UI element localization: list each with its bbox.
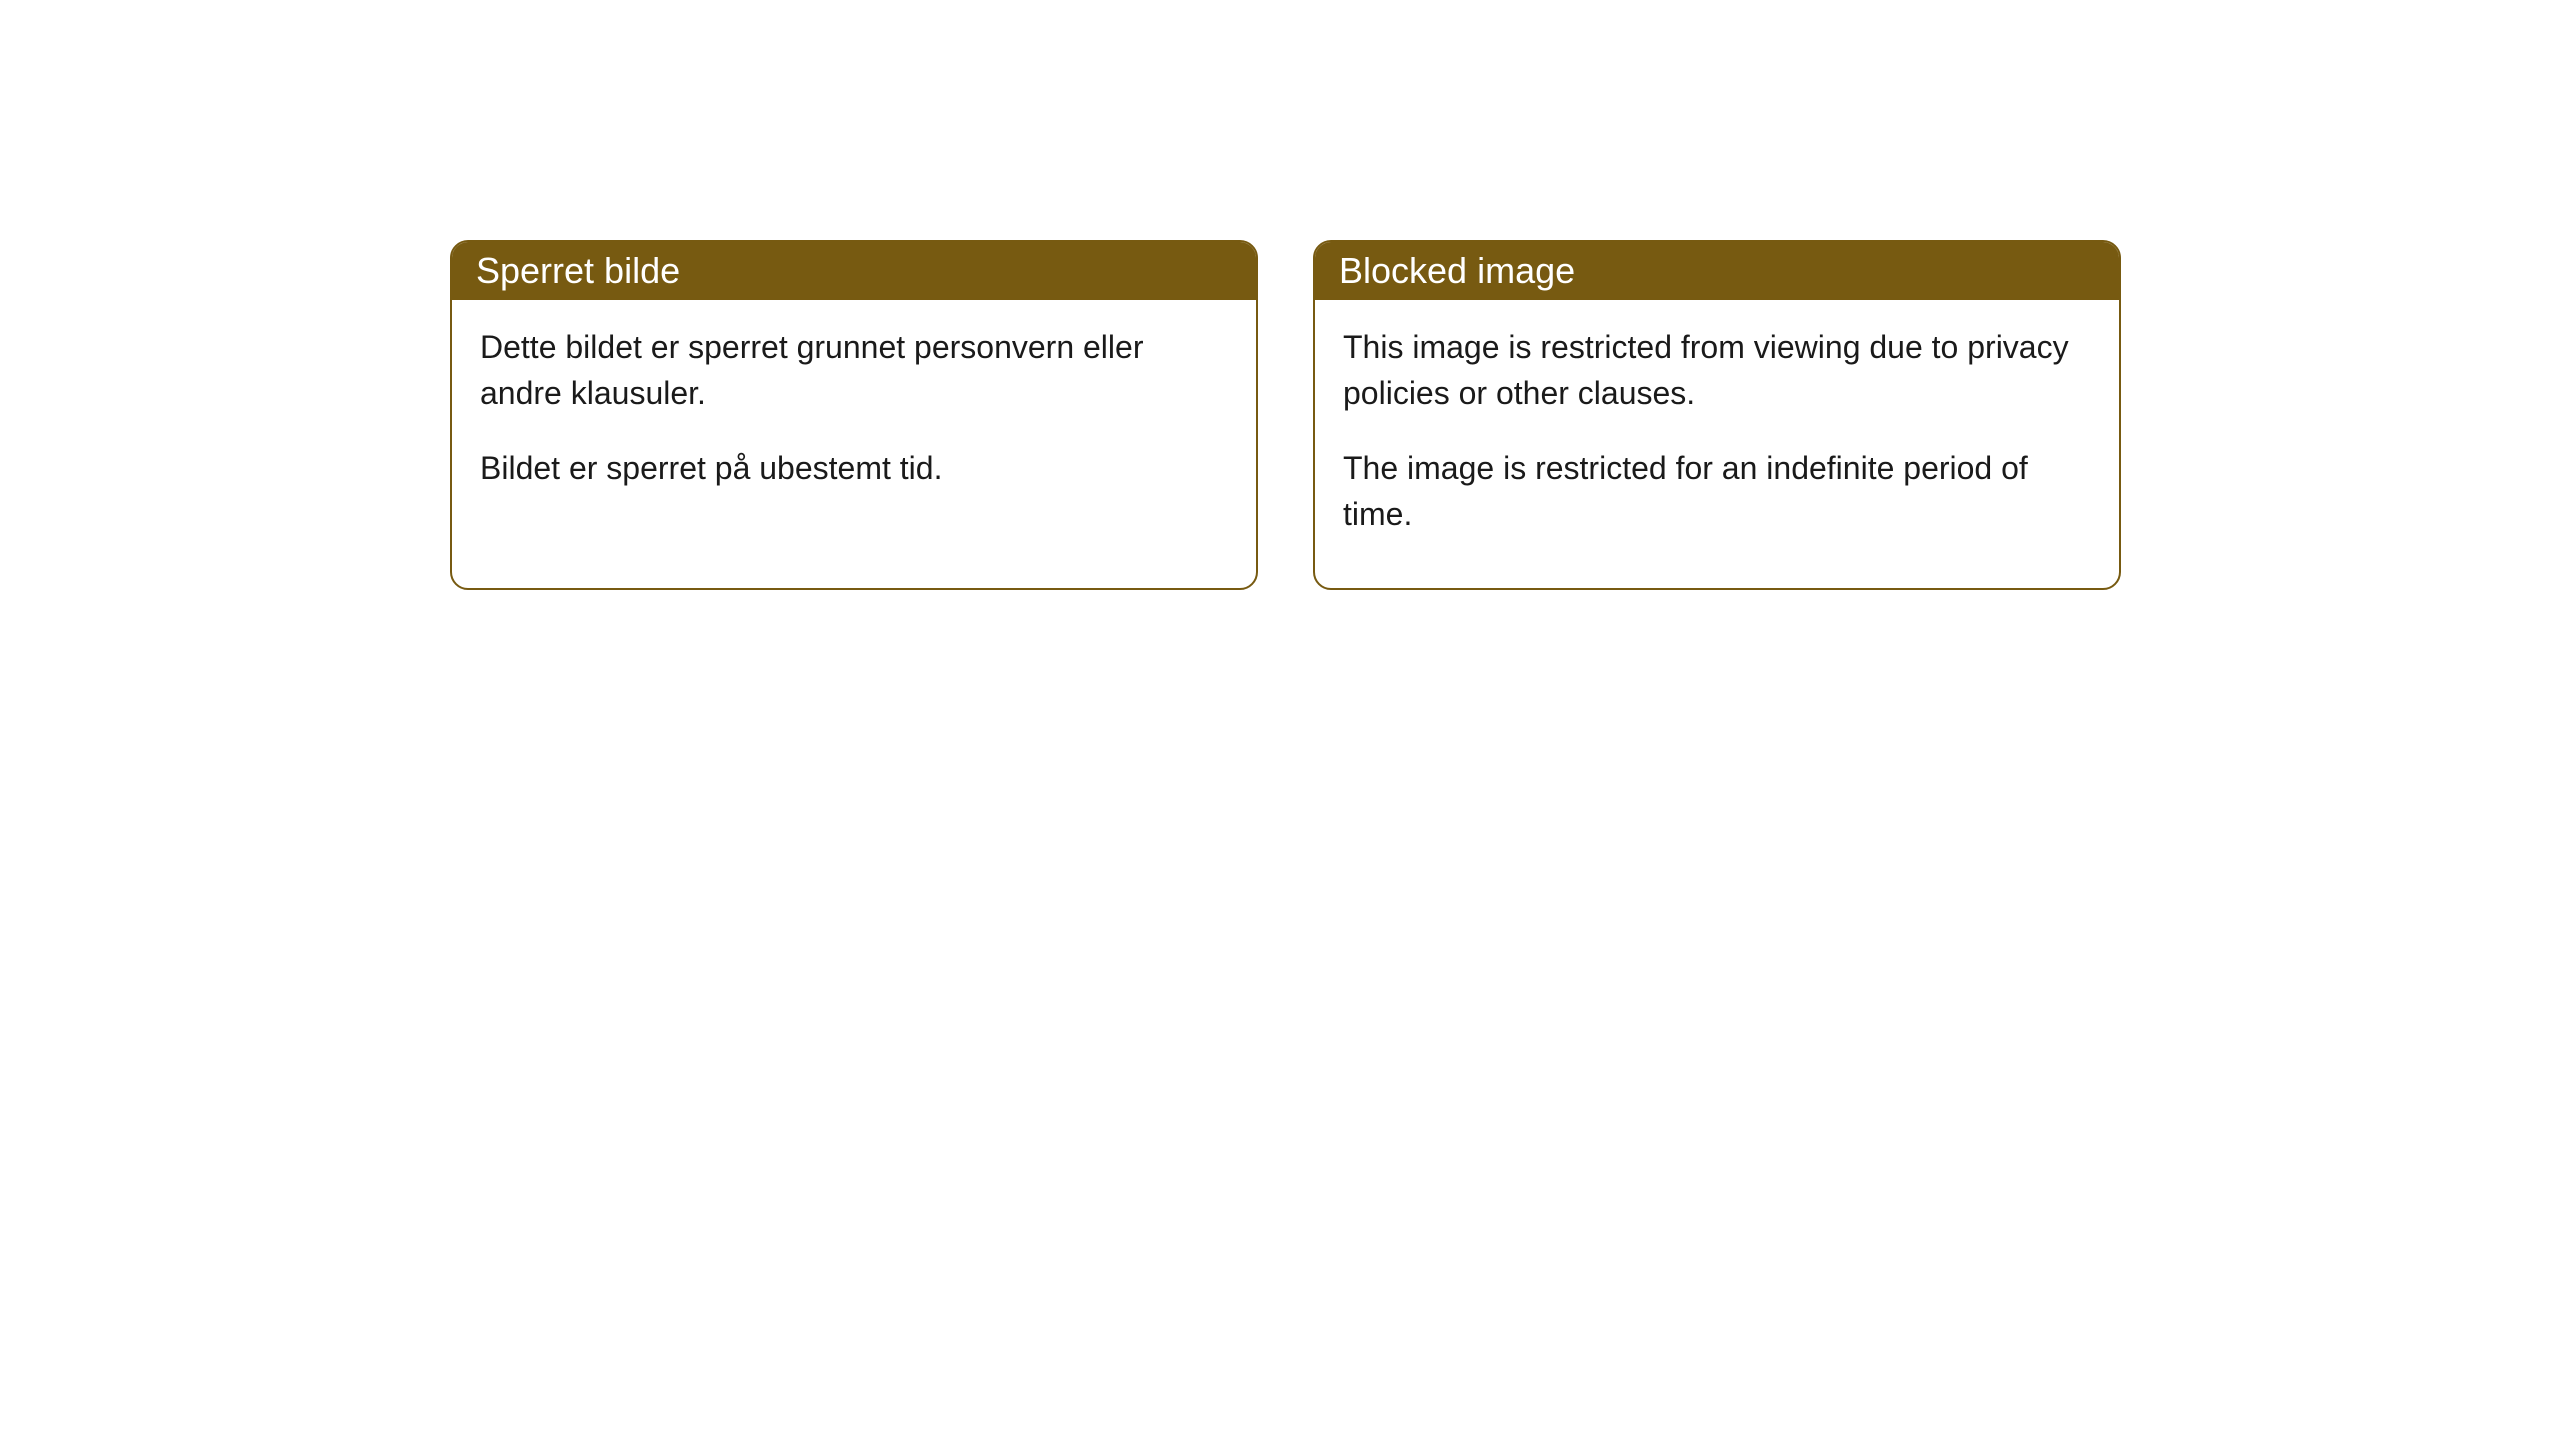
card-body: Dette bildet er sperret grunnet personve… — [452, 300, 1256, 541]
card-title: Blocked image — [1339, 250, 1575, 291]
card-paragraph: The image is restricted for an indefinit… — [1343, 445, 2091, 538]
card-paragraph: Dette bildet er sperret grunnet personve… — [480, 324, 1228, 417]
blocked-image-card-english: Blocked image This image is restricted f… — [1313, 240, 2121, 590]
card-title: Sperret bilde — [476, 250, 680, 291]
card-body: This image is restricted from viewing du… — [1315, 300, 2119, 588]
card-header: Sperret bilde — [452, 242, 1256, 300]
notice-cards-container: Sperret bilde Dette bildet er sperret gr… — [450, 240, 2121, 590]
card-header: Blocked image — [1315, 242, 2119, 300]
blocked-image-card-norwegian: Sperret bilde Dette bildet er sperret gr… — [450, 240, 1258, 590]
card-paragraph: Bildet er sperret på ubestemt tid. — [480, 445, 1228, 491]
card-paragraph: This image is restricted from viewing du… — [1343, 324, 2091, 417]
